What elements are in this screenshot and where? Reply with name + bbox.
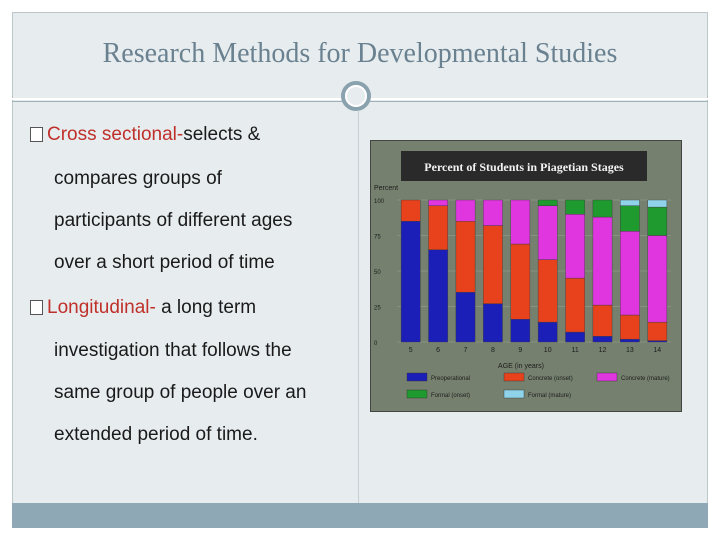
x-tick-label: 12 (599, 347, 607, 354)
legend-label: Concrete (onset) (528, 376, 573, 382)
bullet-1: Cross sectional-selects & (30, 124, 260, 146)
bar-segment (592, 216, 613, 306)
bullet-text-line: same group of people over an (54, 382, 307, 403)
bar-segment (455, 221, 476, 293)
bar-segment (592, 199, 613, 218)
chart-title-box (401, 151, 647, 181)
legend-label: Formal (mature) (528, 393, 571, 399)
legend-label: Formal (onset) (431, 393, 470, 399)
x-tick-label: 9 (518, 347, 522, 354)
bar-segment (620, 199, 640, 206)
ring-inner-icon (345, 85, 367, 107)
legend-label: Concrete (mature) (621, 376, 670, 382)
bar-segment (592, 304, 613, 337)
chart-legend: Preoperational Concrete (onset) Concrete (… (406, 372, 670, 399)
x-tick-label: 14 (653, 347, 661, 354)
legend-swatch (406, 389, 428, 399)
legend-swatch (503, 389, 525, 399)
bar-segment (400, 221, 421, 343)
bar-segment (510, 199, 531, 245)
legend-swatch (596, 372, 618, 382)
bar-segment (483, 225, 503, 304)
bullet-text: a long term (155, 297, 257, 318)
bar-segment (428, 249, 448, 343)
bar-segment (400, 199, 421, 222)
plot-area: 0 25 50 75 100 5 6 7 8 9 10 11 12 13 14 (374, 199, 671, 354)
bullet-text: selects & (183, 124, 261, 145)
x-tick-label: 7 (464, 347, 468, 354)
bar-segment (647, 199, 668, 208)
bar-segment (620, 314, 640, 340)
y-tick-label: 100 (374, 199, 385, 205)
legend-label: Preoperational (431, 376, 470, 382)
x-tick-label: 13 (626, 347, 634, 354)
checkbox-bullet-icon (30, 300, 43, 315)
legend-swatch (406, 372, 428, 382)
x-axis-label: AGE (in years) (498, 363, 544, 370)
stacked-bar-chart: Percent of Students in Piagetian Stages … (371, 141, 681, 411)
x-tick-label: 6 (436, 347, 440, 354)
bar-segment (565, 277, 585, 333)
bar-segment (647, 321, 668, 341)
y-tick-label: 50 (374, 270, 381, 276)
bar-segment (537, 321, 558, 343)
bar-segment (620, 205, 640, 232)
bar-segment (647, 235, 668, 323)
chart-image: Percent of Students in Piagetian Stages … (370, 140, 682, 412)
y-axis-label: Percent (374, 185, 398, 192)
bullet-text-line: compares groups of (54, 168, 222, 189)
bar-segment (428, 199, 448, 206)
bar-segment (483, 199, 503, 226)
y-tick-label: 25 (374, 306, 381, 312)
bullet-term: Cross sectional- (47, 124, 184, 145)
bar-segment (647, 206, 668, 236)
bullet-2: Longitudinal- a long term (30, 297, 256, 319)
bar-segment (537, 259, 558, 323)
bar-segment (510, 319, 531, 343)
slide-title: Research Methods for Developmental Studi… (102, 38, 618, 69)
bar-segment (592, 336, 613, 343)
bar-segment (483, 303, 503, 343)
bar-segment (620, 338, 640, 343)
bar-segment (647, 340, 668, 343)
x-tick-label: 10 (544, 347, 552, 354)
bar-segment (565, 199, 585, 215)
bar-segment (510, 243, 531, 320)
bar-segment (620, 231, 640, 316)
bullet-text-line: extended period of time. (54, 424, 258, 445)
footer-bar (12, 503, 708, 528)
bar-segment (428, 205, 448, 250)
x-tick-label: 5 (409, 347, 413, 354)
y-tick-label: 75 (374, 235, 381, 241)
chart-title: Percent of Students in Piagetian Stages (424, 160, 624, 174)
bullet-text-line: participants of different ages (54, 210, 293, 231)
bar-segment (537, 205, 558, 260)
bar-segment (565, 213, 585, 279)
bar-segment (565, 331, 585, 343)
y-tick-label: 0 (374, 341, 378, 347)
checkbox-bullet-icon (30, 127, 43, 142)
bullet-text-line: investigation that follows the (54, 340, 292, 361)
bar-segment (455, 199, 476, 222)
x-tick-label: 11 (571, 347, 578, 354)
bullet-text-line: over a short period of time (54, 252, 275, 273)
x-tick-label: 8 (491, 347, 495, 354)
bar-segment (537, 199, 558, 206)
legend-swatch (503, 372, 525, 382)
bullet-term: Longitudinal- (47, 297, 156, 318)
column-divider (358, 110, 359, 503)
bar-segment (455, 292, 476, 343)
